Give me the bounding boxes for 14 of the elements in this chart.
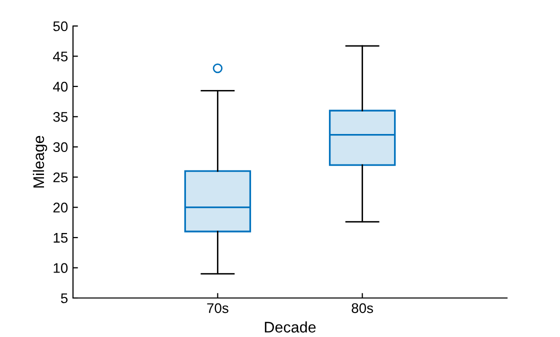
- y-tick-label: 25: [53, 172, 68, 182]
- x-axis-title: Decade: [264, 321, 316, 333]
- y-tick-label: 5: [60, 293, 68, 304]
- y-tick-label: 15: [54, 233, 68, 243]
- y-axis-title: Mileage: [32, 136, 48, 188]
- y-tick-label: 40: [53, 82, 68, 92]
- x-tick-label: 80s: [352, 303, 374, 314]
- x-tick-label: 70s: [207, 303, 228, 314]
- y-tick-label: 50: [53, 21, 68, 32]
- y-tick-label: 30: [53, 142, 68, 152]
- y-tick-label: 10: [54, 263, 68, 273]
- y-tick-label: 35: [53, 112, 68, 122]
- y-tick-label: 45: [53, 52, 68, 62]
- y-tick-label: 20: [53, 202, 68, 213]
